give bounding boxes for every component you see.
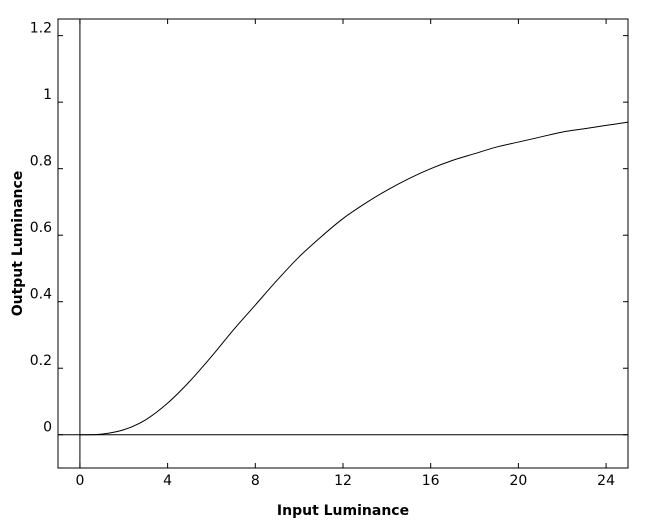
y-tick-label: 1.2	[30, 21, 52, 37]
y-tick-label: 1	[43, 87, 52, 103]
x-tick-labels: 0 4 8 12 16 20 24	[75, 473, 615, 489]
x-axis-title: Input Luminance	[277, 503, 409, 519]
x-tick-label: 4	[163, 473, 172, 489]
x-tick-label: 12	[334, 473, 352, 489]
y-tick-label: 0	[43, 420, 52, 436]
plot-frame	[57, 18, 629, 469]
zero-lines	[58, 19, 628, 468]
tick-marks	[58, 19, 628, 468]
y-tick-label: 0.8	[30, 154, 52, 170]
x-tick-label: 8	[251, 473, 260, 489]
x-tick-label: 0	[75, 473, 84, 489]
series-line	[79, 121, 629, 436]
y-tick-label: 0.6	[30, 220, 52, 236]
y-tick-labels: 0 0.2 0.4 0.6 0.8 1 1.2	[30, 21, 52, 436]
series-layer	[79, 121, 629, 436]
x-tick-label: 20	[509, 473, 527, 489]
y-tick-label: 0.2	[30, 353, 52, 369]
x-tick-label: 24	[597, 473, 615, 489]
y-axis-title: Output Luminance	[10, 171, 26, 317]
x-tick-label: 16	[422, 473, 440, 489]
y-tick-label: 0.4	[30, 287, 52, 303]
